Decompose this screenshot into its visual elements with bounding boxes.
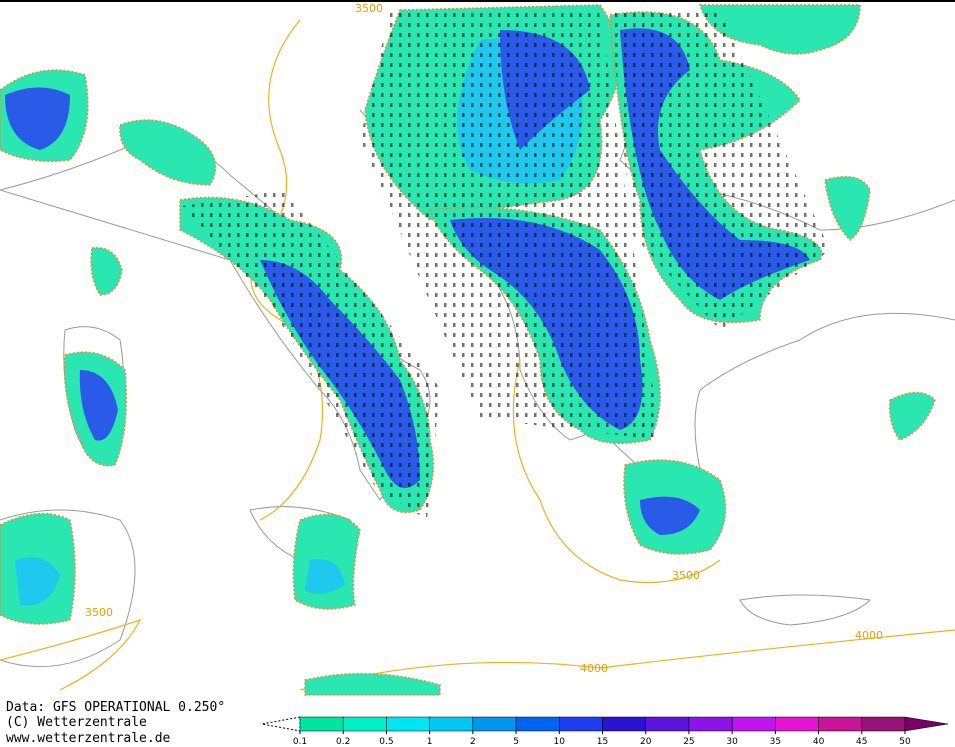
color-segment — [515, 716, 560, 732]
precip-areas — [0, 4, 936, 696]
color-segment — [645, 716, 690, 732]
tick-label: 50 — [899, 737, 911, 747]
color-segment — [688, 716, 733, 732]
source: Data: GFS OPERATIONAL 0.250° — [6, 700, 225, 715]
tick-label: 45 — [856, 737, 867, 747]
color-segment — [775, 716, 819, 732]
color-segment — [386, 716, 430, 732]
tick-label: 25 — [683, 737, 694, 747]
africa-coast — [0, 509, 136, 668]
precip-area — [304, 672, 441, 696]
color-segment — [731, 716, 776, 732]
tick-label: 0.1 — [293, 737, 307, 747]
url: www.wetterzentrale.de — [6, 731, 171, 746]
color-segment — [559, 716, 603, 732]
precip-core — [640, 496, 700, 535]
precip-area — [90, 246, 123, 296]
precip-core — [15, 557, 60, 606]
copyright: (C) Wetterzentrale — [6, 715, 147, 730]
contour-label: 4000 — [580, 662, 608, 675]
tick-label: 5 — [513, 737, 519, 747]
contour-line — [0, 618, 142, 691]
tick-label: 0.2 — [336, 737, 350, 747]
precip-area — [824, 175, 871, 241]
digit-field — [180, 190, 440, 520]
precip-core — [5, 87, 70, 150]
height-contours — [0, 19, 955, 691]
tick-label: 30 — [726, 737, 738, 747]
tick-label: 0.5 — [379, 737, 393, 747]
tick-label: 20 — [640, 737, 652, 747]
precip-core — [79, 370, 118, 441]
contour-labels: 3500 3500 3500 4000 4000 — [85, 2, 883, 675]
contour-label: 4000 — [855, 629, 883, 642]
crete-coast — [739, 594, 872, 626]
contour-line — [512, 359, 721, 584]
tick-label: 40 — [813, 737, 825, 747]
contour-label: 3500 — [355, 2, 383, 15]
colorbar: 0.1 0.2 0.5 1 2 5 10 15 20 25 30 35 40 45 50 — [261, 716, 949, 747]
color-segment — [342, 716, 387, 732]
color-segment — [602, 716, 646, 732]
over-triangle — [904, 716, 949, 732]
contour-line — [250, 19, 324, 521]
contour-label: 3500 — [85, 606, 113, 619]
precip-area — [888, 391, 936, 441]
precip-core — [305, 559, 345, 594]
tick-label: 15 — [597, 737, 608, 747]
contour-line — [299, 629, 955, 691]
tick-label: 35 — [770, 737, 781, 747]
precip-area — [119, 119, 217, 186]
tick-label: 10 — [554, 737, 566, 747]
color-segment — [818, 716, 863, 732]
color-segment — [429, 716, 474, 732]
digit-field — [610, 10, 830, 330]
contour-label: 3500 — [672, 569, 700, 582]
tick-label: 2 — [470, 737, 476, 747]
color-segment — [299, 716, 344, 732]
grid-values — [180, 10, 830, 520]
tick-label: 1 — [427, 737, 433, 747]
color-segment — [472, 716, 517, 732]
color-segment — [861, 716, 906, 732]
